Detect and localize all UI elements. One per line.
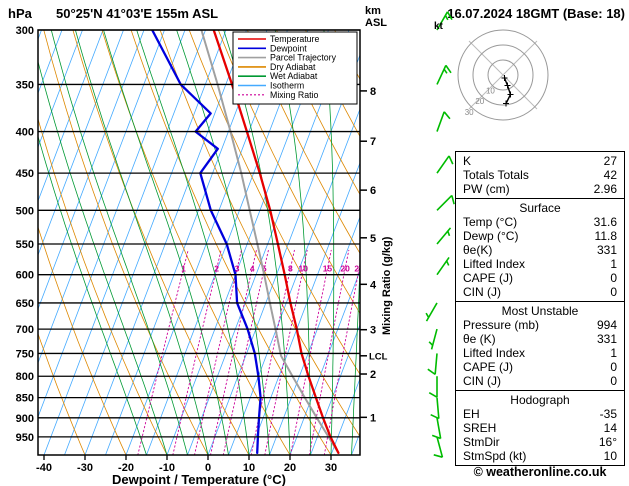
panel-section: Hodograph EH -35 SREH 14 StmDir 16° StmSpd (kt)… (455, 390, 625, 466)
section-header: Surface (519, 201, 561, 215)
svg-text:Isotherm: Isotherm (270, 81, 304, 91)
svg-text:Dry Adiabat: Dry Adiabat (270, 62, 316, 72)
table-row: Dewp (°C) 11.8 (463, 229, 617, 243)
svg-text:900: 900 (16, 413, 34, 425)
section-header: Hodograph (510, 393, 570, 407)
svg-text:750: 750 (16, 348, 34, 360)
svg-text:Dewpoint: Dewpoint (270, 43, 307, 53)
table-row: θe(K) 331 (463, 243, 617, 257)
svg-text:400: 400 (16, 127, 34, 139)
table-row: CAPE (J) 0 (463, 271, 617, 285)
svg-text:-10: -10 (159, 462, 175, 474)
svg-text:950: 950 (16, 432, 34, 444)
svg-text:4: 4 (370, 279, 377, 291)
svg-text:8: 8 (288, 264, 293, 274)
station-title: 50°25'N 41°03'E 155m ASL (56, 6, 219, 21)
svg-text:10: 10 (243, 462, 255, 474)
svg-text:Mixing Ratio (g/kg): Mixing Ratio (g/kg) (381, 236, 393, 335)
svg-text:450: 450 (16, 168, 34, 180)
datetime-title: 16.07.2024 18GMT (Base: 18) (447, 6, 625, 21)
svg-text:ASL: ASL (365, 17, 387, 29)
svg-text:5: 5 (370, 233, 376, 245)
table-row: CAPE (J) 0 (463, 360, 617, 374)
svg-text:650: 650 (16, 298, 34, 310)
svg-text:5: 5 (262, 264, 267, 274)
svg-text:20: 20 (284, 462, 296, 474)
skewt-plot: 1 2 3 4 5 8 10 15 20 2530035040045050055060065070… (16, 5, 455, 486)
svg-text:850: 850 (16, 393, 34, 405)
svg-text:3: 3 (370, 325, 376, 337)
table-row: Lifted Index 1 (463, 346, 617, 360)
copyright: © weatheronline.co.uk (473, 465, 607, 479)
panel-section: K 27 Totals Totals 42 PW (cm) 2.96 (455, 151, 625, 199)
svg-text:350: 350 (16, 79, 34, 91)
table-row: Temp (°C) 31.6 (463, 215, 617, 229)
svg-text:30: 30 (325, 462, 337, 474)
svg-text:2: 2 (214, 264, 219, 274)
svg-text:15: 15 (323, 264, 333, 274)
section-header: Most Unstable (501, 304, 579, 318)
wind-barbs (425, 11, 455, 458)
table-row: Lifted Index 1 (463, 257, 617, 271)
svg-text:-30: -30 (77, 462, 93, 474)
svg-text:8: 8 (370, 86, 376, 98)
svg-text:1: 1 (370, 412, 376, 424)
table-row: EH -35 (463, 407, 617, 421)
pressure-unit-label: hPa (8, 6, 32, 21)
svg-text:25: 25 (354, 264, 364, 274)
svg-text:800: 800 (16, 371, 34, 383)
svg-text:300: 300 (16, 25, 34, 37)
svg-text:1: 1 (181, 264, 186, 274)
table-row: StmSpd (kt) 10 (463, 449, 617, 463)
svg-text:km: km (365, 5, 381, 17)
parcel-curve (200, 30, 340, 454)
svg-text:20: 20 (340, 264, 350, 274)
svg-text:3: 3 (235, 264, 240, 274)
svg-text:600: 600 (16, 270, 34, 282)
panel-section: Most Unstable Pressure (mb) 994 θe (K) 331 Li… (455, 301, 625, 391)
svg-text:Temperature: Temperature (270, 34, 319, 44)
table-row: θe (K) 331 (463, 332, 617, 346)
table-row: K 27 (463, 154, 617, 168)
table-row: SREH 14 (463, 421, 617, 435)
table-row: CIN (J) 0 (463, 374, 617, 388)
svg-text:7: 7 (370, 136, 376, 148)
svg-text:kt: kt (434, 21, 444, 32)
svg-text:500: 500 (16, 205, 34, 217)
table-row: PW (cm) 2.96 (463, 182, 617, 196)
svg-text:30: 30 (465, 108, 474, 117)
table-row: Pressure (mb) 994 (463, 318, 617, 332)
svg-text:6: 6 (370, 185, 376, 197)
svg-text:0: 0 (205, 462, 211, 474)
svg-text:550: 550 (16, 239, 34, 251)
svg-text:Mixing Ratio: Mixing Ratio (270, 90, 319, 100)
svg-text:700: 700 (16, 324, 34, 336)
svg-text:-20: -20 (118, 462, 134, 474)
svg-text:10: 10 (486, 87, 495, 96)
panel-section: Surface Temp (°C) 31.6 Dewp (°C) 11.8 θe(K) 33… (455, 198, 625, 302)
svg-text:Dewpoint / Temperature (°C): Dewpoint / Temperature (°C) (112, 472, 286, 486)
svg-text:Parcel Trajectory: Parcel Trajectory (270, 53, 337, 63)
svg-text:20: 20 (475, 97, 484, 106)
data-panel: K 27 Totals Totals 42 PW (cm) 2.96 Surface Temp… (455, 151, 625, 466)
svg-text:2: 2 (370, 369, 376, 381)
svg-text:Wet Adiabat: Wet Adiabat (270, 71, 318, 81)
svg-text:-40: -40 (36, 462, 52, 474)
table-row: Totals Totals 42 (463, 168, 617, 182)
table-row: CIN (J) 0 (463, 285, 617, 299)
table-row: StmDir 16° (463, 435, 617, 449)
svg-text:10: 10 (299, 264, 309, 274)
svg-text:LCL: LCL (369, 351, 388, 362)
svg-text:4: 4 (250, 264, 255, 274)
